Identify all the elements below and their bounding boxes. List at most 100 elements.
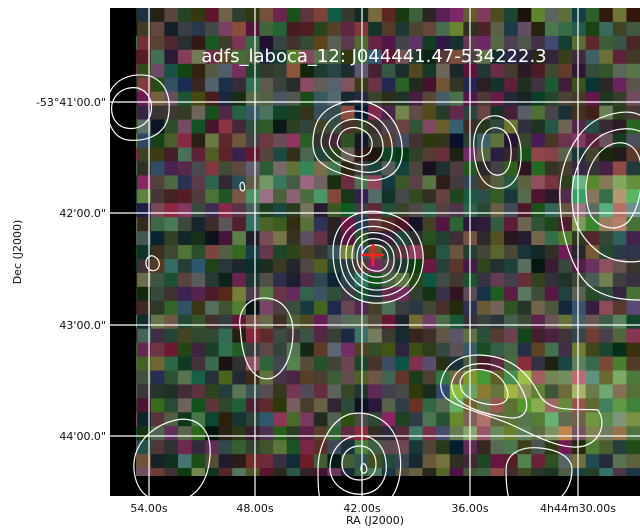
ra-tick-label: 54.00s (130, 502, 167, 515)
image-pixel (544, 21, 560, 37)
false-color-image (110, 8, 640, 496)
image-pixel (612, 133, 628, 149)
image-pixel (490, 203, 505, 218)
image-pixel (300, 245, 315, 260)
image-pixel (395, 356, 410, 372)
image-pixel (259, 49, 274, 65)
image-pixel (232, 175, 247, 190)
image-pixel (177, 161, 193, 176)
image-pixel (313, 49, 329, 65)
image-pixel (177, 91, 193, 107)
image-pixel (381, 300, 396, 316)
image-pixel (490, 35, 505, 51)
image-pixel (245, 342, 261, 358)
image-pixel (232, 21, 247, 37)
image-pixel (381, 328, 396, 344)
image-pixel (476, 328, 492, 344)
image-pixel (191, 49, 206, 65)
image-pixel (341, 49, 356, 65)
image-pixel (205, 77, 220, 93)
image-pixel (599, 245, 614, 260)
image-pixel (449, 245, 464, 260)
image-pixel (381, 203, 396, 218)
image-pixel (368, 203, 383, 218)
image-pixel (191, 426, 206, 441)
image-pixel (436, 231, 451, 246)
image-pixel (517, 231, 532, 246)
image-pixel (599, 328, 614, 344)
image-pixel (517, 356, 532, 372)
image-pixel (422, 35, 437, 51)
image-pixel (408, 370, 424, 386)
image-pixel (177, 384, 193, 399)
image-pixel (558, 21, 573, 37)
image-pixel (381, 440, 396, 455)
image-pixel (395, 217, 410, 232)
image-pixel (191, 231, 206, 246)
image-pixel (585, 189, 600, 204)
contour-central-5 (356, 238, 395, 278)
image-pixel (341, 356, 356, 372)
image-pixel (300, 328, 315, 344)
image-pixel (286, 356, 301, 372)
image-pixel (164, 119, 179, 135)
image-pixel (395, 105, 410, 121)
image-pixel (191, 175, 206, 190)
image-pixel (259, 119, 274, 135)
image-pixel (572, 21, 587, 37)
image-pixel (422, 370, 437, 386)
image-pixel (313, 356, 329, 372)
image-pixel (531, 8, 546, 23)
image-pixel (572, 91, 587, 107)
image-pixel (572, 49, 587, 65)
image-pixel (395, 454, 410, 469)
image-pixel (232, 35, 247, 51)
image-pixel (585, 21, 600, 37)
image-pixel (273, 133, 288, 149)
image-pixel (205, 231, 220, 246)
image-pixel (612, 147, 628, 162)
image-pixel (436, 412, 451, 427)
image-pixel (368, 161, 383, 176)
image-pixel (395, 203, 410, 218)
image-pixel (259, 189, 274, 204)
image-pixel (300, 49, 315, 65)
image-pixel (341, 300, 356, 316)
image-pixel (517, 35, 532, 51)
image-pixel (164, 203, 179, 218)
image-pixel (313, 384, 329, 399)
image-pixel (476, 245, 492, 260)
image-pixel (504, 356, 519, 372)
image-pixel (259, 342, 274, 358)
image-pixel (273, 426, 288, 441)
image-pixel (341, 258, 356, 274)
image-pixel (259, 21, 274, 37)
image-pixel (327, 105, 342, 121)
image-pixel (259, 161, 274, 176)
image-pixel (585, 440, 600, 455)
dec-tick-label: 44'00.0" (59, 430, 106, 443)
image-pixel (504, 370, 519, 386)
image-pixel (449, 189, 464, 204)
image-pixel (612, 300, 628, 316)
image-pixel (544, 356, 560, 372)
image-pixel (449, 175, 464, 190)
image-pixel (205, 203, 220, 218)
image-pixel (381, 189, 396, 204)
image-pixel (585, 258, 600, 274)
image-pixel (232, 384, 247, 399)
image-pixel (177, 35, 193, 51)
image-pixel (205, 440, 220, 455)
image-pixel (504, 328, 519, 344)
image-pixel (436, 8, 451, 23)
image-pixel (531, 370, 546, 386)
image-pixel (476, 161, 492, 176)
image-pixel (531, 245, 546, 260)
image-pixel (286, 189, 301, 204)
image-pixel (368, 356, 383, 372)
image-pixel (517, 314, 532, 330)
image-pixel (300, 454, 315, 469)
image-pixel (177, 77, 193, 93)
image-pixel (327, 412, 342, 427)
image-pixel (150, 412, 165, 427)
